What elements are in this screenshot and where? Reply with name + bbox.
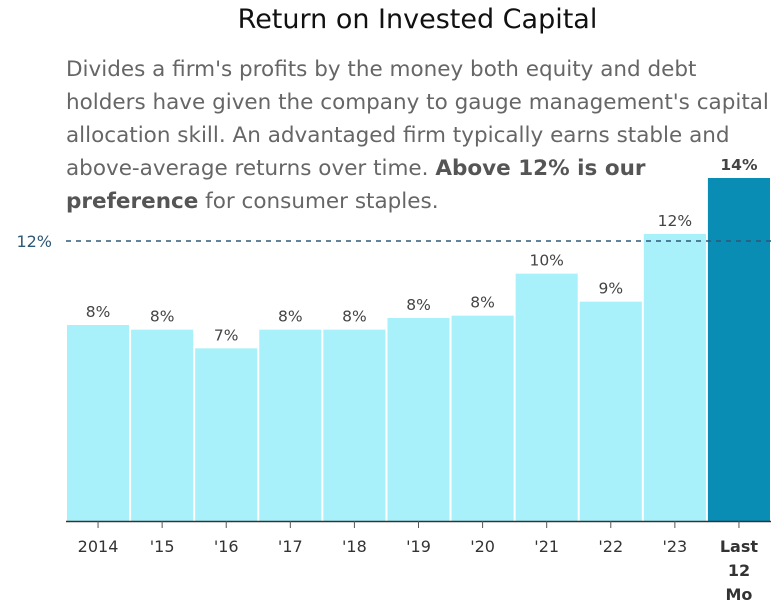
bar-3 <box>259 329 322 521</box>
value-label-4: 8% <box>342 308 367 326</box>
chart-description: Divides a firm's profits by the money bo… <box>66 53 771 218</box>
bar-8 <box>579 301 642 521</box>
value-label-6: 8% <box>470 294 495 312</box>
value-label-0: 8% <box>86 303 111 321</box>
description-text: Divides a firm's profits by the money bo… <box>66 57 769 181</box>
value-label-2: 7% <box>214 326 239 344</box>
x-tick-label-3: '17 <box>278 537 303 556</box>
x-tick-label-1: '15 <box>150 537 175 556</box>
bar-6 <box>451 315 514 521</box>
value-label-10: 14% <box>720 156 758 174</box>
reference-line-label: 12% <box>16 232 52 251</box>
bar-5 <box>387 318 450 521</box>
value-label-8: 9% <box>598 280 623 298</box>
bar-10 <box>707 178 770 521</box>
value-label-7: 10% <box>529 252 563 270</box>
value-label-3: 8% <box>278 308 303 326</box>
x-tick-label-7: '21 <box>534 537 559 556</box>
x-tick-label-0: 2014 <box>78 537 119 556</box>
bar-0 <box>67 325 130 521</box>
description-emphasis: Above 12% is our preference <box>66 156 646 214</box>
x-tick-label-9: '23 <box>662 537 687 556</box>
bar-2 <box>195 348 258 521</box>
value-label-1: 8% <box>150 308 175 326</box>
x-tick-label-10-2: Mo <box>725 585 752 604</box>
bar-4 <box>323 329 386 521</box>
x-tick-label-2: '16 <box>214 537 239 556</box>
x-tick-label-8: '22 <box>598 537 623 556</box>
value-label-5: 8% <box>406 296 431 314</box>
bar-9 <box>643 234 706 521</box>
bar-7 <box>515 273 578 521</box>
x-tick-label-10-1: 12 <box>728 561 750 580</box>
x-tick-label-10-0: Last <box>720 537 759 556</box>
description-tail: for consumer staples. <box>198 189 439 214</box>
value-label-9: 12% <box>658 212 692 230</box>
x-tick-label-6: '20 <box>470 537 495 556</box>
chart-title: Return on Invested Capital <box>237 4 598 35</box>
bar-1 <box>131 329 194 521</box>
x-tick-label-4: '18 <box>342 537 367 556</box>
x-tick-label-5: '19 <box>406 537 431 556</box>
